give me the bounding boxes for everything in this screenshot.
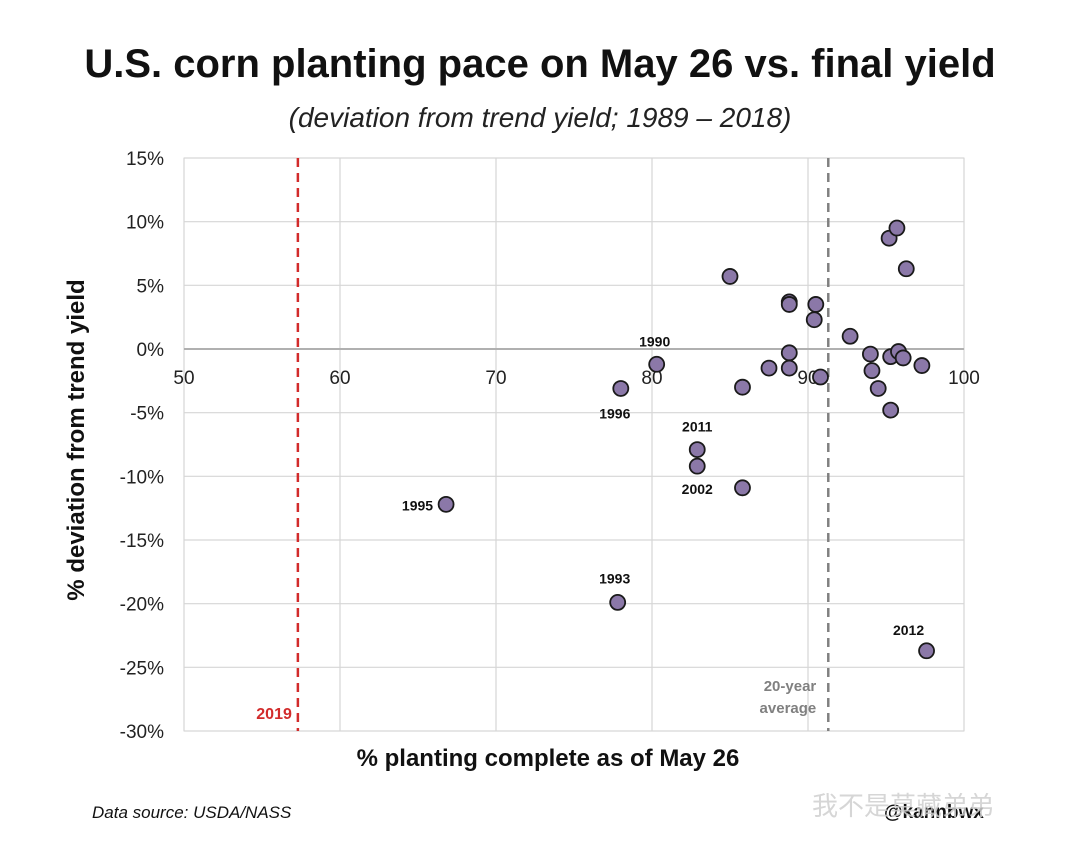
y-tick-label: -5% bbox=[130, 404, 164, 425]
x-tick-label: 50 bbox=[173, 368, 194, 389]
y-tick-label: -20% bbox=[120, 595, 164, 616]
data-points bbox=[437, 219, 935, 660]
reference-label-average: average bbox=[760, 700, 817, 717]
data-point bbox=[734, 378, 751, 396]
point-labels: 1995 1993 1996 1990 2011 2002 2012 bbox=[402, 333, 924, 638]
watermark: 我不是莫藏弟弟 bbox=[812, 791, 995, 821]
data-point bbox=[913, 357, 931, 374]
point-label: 1995 bbox=[402, 497, 433, 513]
chart-subtitle: (deviation from trend yield; 1989 – 2018… bbox=[288, 102, 792, 133]
data-point bbox=[780, 359, 798, 377]
y-axis-title: % deviation from trend yield bbox=[63, 279, 90, 600]
grid bbox=[183, 157, 965, 732]
data-point bbox=[862, 345, 879, 363]
y-tick-label: 10% bbox=[126, 213, 164, 234]
data-point bbox=[807, 296, 825, 313]
reference-label-average: 20-year bbox=[764, 678, 817, 695]
point-label: 1993 bbox=[599, 570, 630, 586]
point-label: 1996 bbox=[599, 405, 630, 421]
data-point bbox=[437, 495, 455, 513]
y-tick-label: 15% bbox=[126, 149, 164, 170]
author-handle: @kannbwx bbox=[884, 802, 984, 823]
y-tick-label: -25% bbox=[120, 658, 164, 679]
data-point bbox=[688, 441, 706, 458]
y-tick-label: 0% bbox=[137, 340, 165, 361]
data-point bbox=[688, 457, 706, 475]
data-point bbox=[894, 349, 912, 367]
data-point bbox=[780, 344, 798, 362]
y-tick-label: -10% bbox=[120, 467, 164, 488]
data-point bbox=[863, 362, 881, 380]
x-tick-label: 100 bbox=[948, 368, 980, 389]
data-point bbox=[841, 327, 859, 345]
data-point bbox=[780, 296, 798, 313]
data-point bbox=[609, 593, 627, 611]
y-tick-label: 5% bbox=[137, 276, 165, 297]
point-label: 2011 bbox=[682, 419, 713, 435]
plot-frame bbox=[183, 157, 965, 732]
data-source-note: Data source: USDA/NASS bbox=[92, 803, 292, 822]
data-point bbox=[897, 260, 915, 278]
data-point bbox=[760, 359, 778, 377]
data-point bbox=[869, 380, 887, 397]
chart-title: U.S. corn planting pace on May 26 vs. fi… bbox=[84, 42, 996, 86]
x-axis-title: % planting complete as of May 26 bbox=[357, 745, 740, 772]
data-point bbox=[805, 311, 823, 329]
data-point bbox=[612, 380, 630, 397]
point-label: 1990 bbox=[639, 333, 670, 349]
point-label: 2012 bbox=[893, 622, 924, 638]
point-label: 2002 bbox=[682, 481, 713, 497]
data-point bbox=[882, 401, 900, 419]
y-tick-label: -15% bbox=[120, 531, 164, 552]
x-tick-label: 80 bbox=[641, 368, 662, 389]
y-tick-label: -30% bbox=[120, 722, 164, 743]
x-tick-label: 70 bbox=[485, 368, 506, 389]
x-tick-label: 60 bbox=[329, 368, 350, 389]
data-point bbox=[648, 355, 666, 373]
data-point bbox=[888, 219, 906, 237]
reference-label-2019: 2019 bbox=[256, 706, 292, 723]
data-point bbox=[734, 479, 751, 497]
data-point bbox=[918, 642, 935, 660]
axes: 15% 10% 5% 0% -5% -10% -15% -20% -25% -30% 50 60 70 8… bbox=[120, 149, 980, 743]
reference-lines: 2019 20-year average bbox=[256, 158, 830, 731]
data-point bbox=[721, 268, 739, 285]
data-point bbox=[812, 368, 829, 386]
